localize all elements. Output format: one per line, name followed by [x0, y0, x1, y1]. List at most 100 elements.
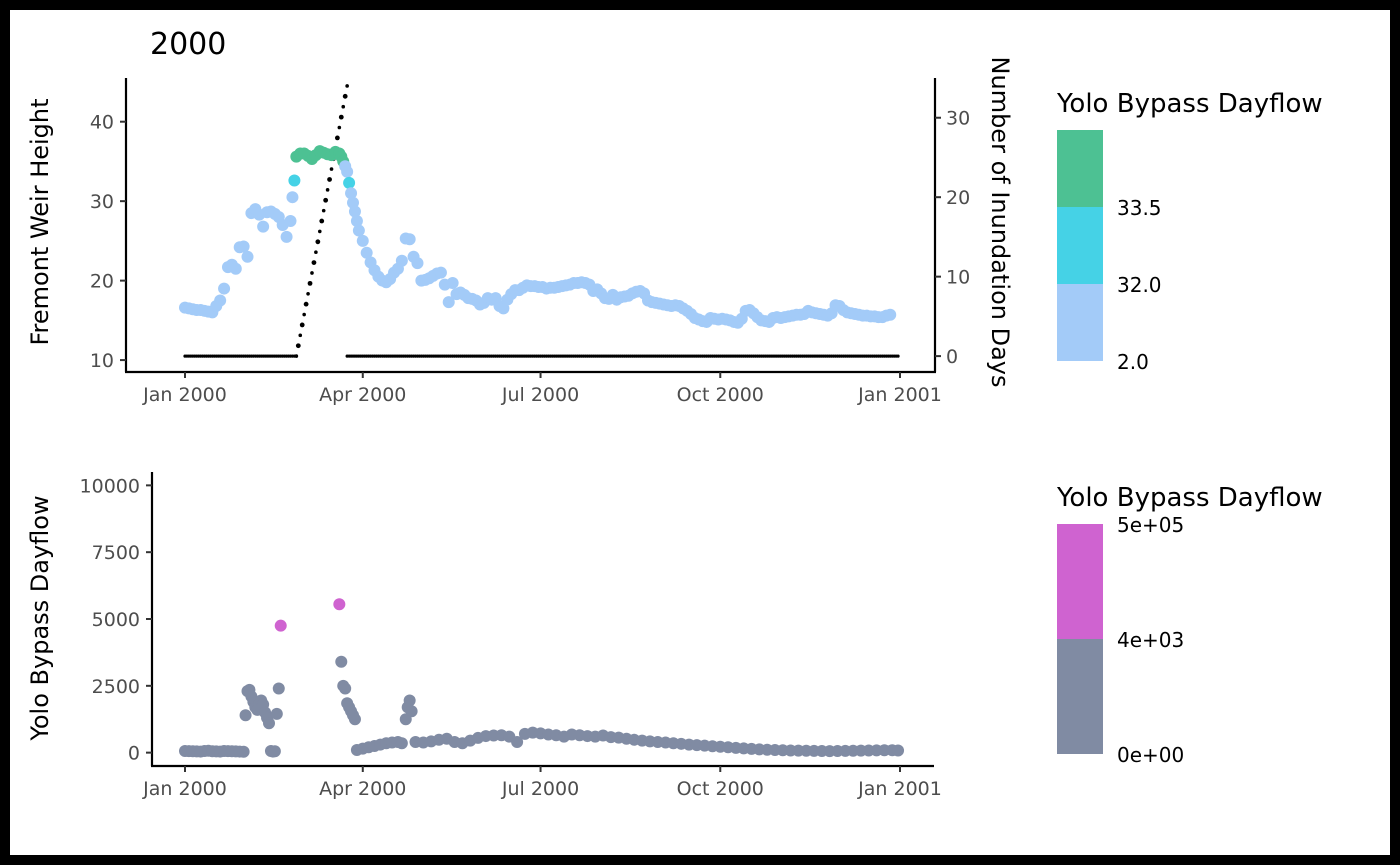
inundation-days-point — [334, 135, 340, 141]
inundation-days-point — [337, 125, 342, 130]
weir-height-point — [345, 187, 358, 200]
dayflow-point — [270, 707, 283, 720]
bottom-y-tick-label: 0 — [128, 743, 140, 765]
dayflow-point — [348, 713, 361, 726]
bottom-x-tick-label: Apr 2000 — [319, 778, 406, 800]
top-left-y-tick-label: 10 — [90, 350, 114, 372]
bottom-legend-title: Yolo Bypass Dayflow — [1056, 483, 1323, 513]
inundation-days-point — [325, 188, 330, 192]
bottom-y-tick-label: 7500 — [92, 542, 140, 564]
dayflow-point — [395, 737, 408, 750]
top-x-tick-label: Jan 2000 — [142, 384, 227, 406]
top-legend-title: Yolo Bypass Dayflow — [1056, 89, 1323, 119]
top-right-y-tick-label: 0 — [946, 346, 958, 368]
bottom-y-tick-label: 2500 — [92, 676, 140, 698]
top-legend-label: 32.0 — [1117, 273, 1162, 297]
top-legend-swatch-low — [1057, 284, 1103, 361]
top-legend: Yolo Bypass Dayflow 33.5 32.0 2.0 — [1056, 89, 1323, 374]
weir-height-point — [360, 246, 373, 259]
inundation-days-point — [329, 167, 334, 171]
figure-canvas: 2000 Fremont Weir Height Number of Inund… — [26, 27, 1323, 800]
weir-height-point — [280, 230, 293, 243]
dayflow-point — [333, 598, 346, 611]
weir-height-point — [884, 308, 897, 321]
weir-height-point — [288, 174, 301, 187]
dayflow-point — [339, 682, 352, 695]
weir-height-point — [229, 262, 242, 275]
inundation-days-point — [321, 208, 326, 213]
inundation-days-point — [295, 343, 301, 349]
inundation-days-point — [311, 260, 317, 265]
dayflow-point — [272, 682, 285, 695]
inundation-days-point — [341, 104, 346, 109]
top-right-y-tick-label: 30 — [946, 108, 970, 130]
inundation-days-point — [302, 312, 306, 317]
bottom-panel: Yolo Bypass Dayflow 0 2500 5000 7500 10000 Ja… — [26, 472, 1323, 800]
bottom-legend-label: 5e+05 — [1117, 513, 1184, 537]
top-left-y-tick-label: 20 — [90, 271, 114, 293]
top-panel: 2000 Fremont Weir Height Number of Inund… — [26, 27, 1323, 406]
inundation-days-point — [338, 114, 344, 120]
bottom-y-tick-label: 10000 — [80, 475, 140, 497]
top-x-tick-label: Apr 2000 — [319, 384, 406, 406]
weir-height-point — [434, 266, 447, 279]
dayflow-point — [237, 745, 250, 758]
inundation-days-point — [299, 322, 305, 328]
inundation-days-point — [342, 93, 348, 99]
weir-height-point — [241, 250, 254, 263]
dayflow-point — [268, 745, 281, 758]
figure-frame: 2000 Fremont Weir Height Number of Inund… — [10, 10, 1390, 855]
weir-height-point — [237, 240, 250, 253]
dayflow-point — [511, 735, 524, 748]
bottom-plot-area: 0 2500 5000 7500 10000 Jan 2000 Apr 2000 Jul 20… — [80, 472, 942, 800]
top-right-y-tick-label: 20 — [946, 187, 970, 209]
inundation-days-point — [327, 177, 332, 182]
inundation-days-point — [345, 84, 349, 88]
top-legend-label: 33.5 — [1117, 196, 1162, 220]
top-right-y-tick-label: 10 — [946, 267, 970, 289]
top-right-y-axis-title: Number of Inundation Days — [986, 57, 1014, 388]
top-legend-label: 2.0 — [1117, 350, 1149, 374]
weir-height-point — [446, 277, 459, 290]
weir-height-point — [352, 224, 365, 237]
inundation-days-point — [317, 229, 322, 234]
inundation-days-point — [294, 354, 299, 358]
top-x-tick-label: Oct 2000 — [677, 384, 764, 406]
bottom-legend-label: 4e+03 — [1117, 628, 1184, 652]
weir-height-point — [284, 215, 297, 228]
inundation-days-point — [319, 218, 325, 224]
weir-height-point — [343, 176, 356, 189]
bottom-x-tick-label: Jan 2000 — [142, 778, 227, 800]
dayflow-point — [892, 744, 905, 757]
top-legend-swatch-mid — [1057, 207, 1103, 284]
weir-height-point — [218, 282, 231, 295]
weir-height-point — [395, 254, 408, 267]
top-left-y-axis-title: Fremont Weir Height — [26, 98, 54, 345]
dayflow-point — [274, 619, 287, 632]
dayflow-point — [403, 694, 416, 707]
bottom-y-tick-label: 5000 — [92, 609, 140, 631]
bottom-legend-swatch-low — [1057, 639, 1103, 754]
bottom-legend-swatch-high — [1057, 524, 1103, 639]
bottom-legend-label: 0e+00 — [1117, 743, 1184, 767]
weir-height-point — [356, 234, 369, 247]
inundation-days-point — [323, 197, 329, 203]
inundation-days-point — [896, 354, 900, 358]
inundation-days-point — [303, 301, 309, 307]
inundation-days-point — [315, 239, 321, 245]
weir-height-point — [442, 296, 455, 309]
top-left-y-tick-label: 30 — [90, 191, 114, 213]
weir-height-point — [214, 294, 227, 307]
dayflow-point — [335, 655, 348, 668]
bottom-x-tick-label: Jul 2000 — [501, 778, 579, 800]
dayflow-point — [405, 705, 418, 718]
bottom-y-axis-title: Yolo Bypass Dayflow — [26, 495, 54, 741]
bottom-legend: Yolo Bypass Dayflow 5e+05 4e+03 0e+00 — [1056, 483, 1323, 767]
weir-height-point — [403, 233, 416, 246]
top-panel-title: 2000 — [150, 27, 226, 62]
dayflow-point — [239, 709, 252, 722]
weir-height-point — [350, 215, 363, 228]
weir-height-point — [257, 220, 270, 233]
inundation-days-point — [314, 250, 318, 254]
dayflow-point — [263, 717, 276, 730]
